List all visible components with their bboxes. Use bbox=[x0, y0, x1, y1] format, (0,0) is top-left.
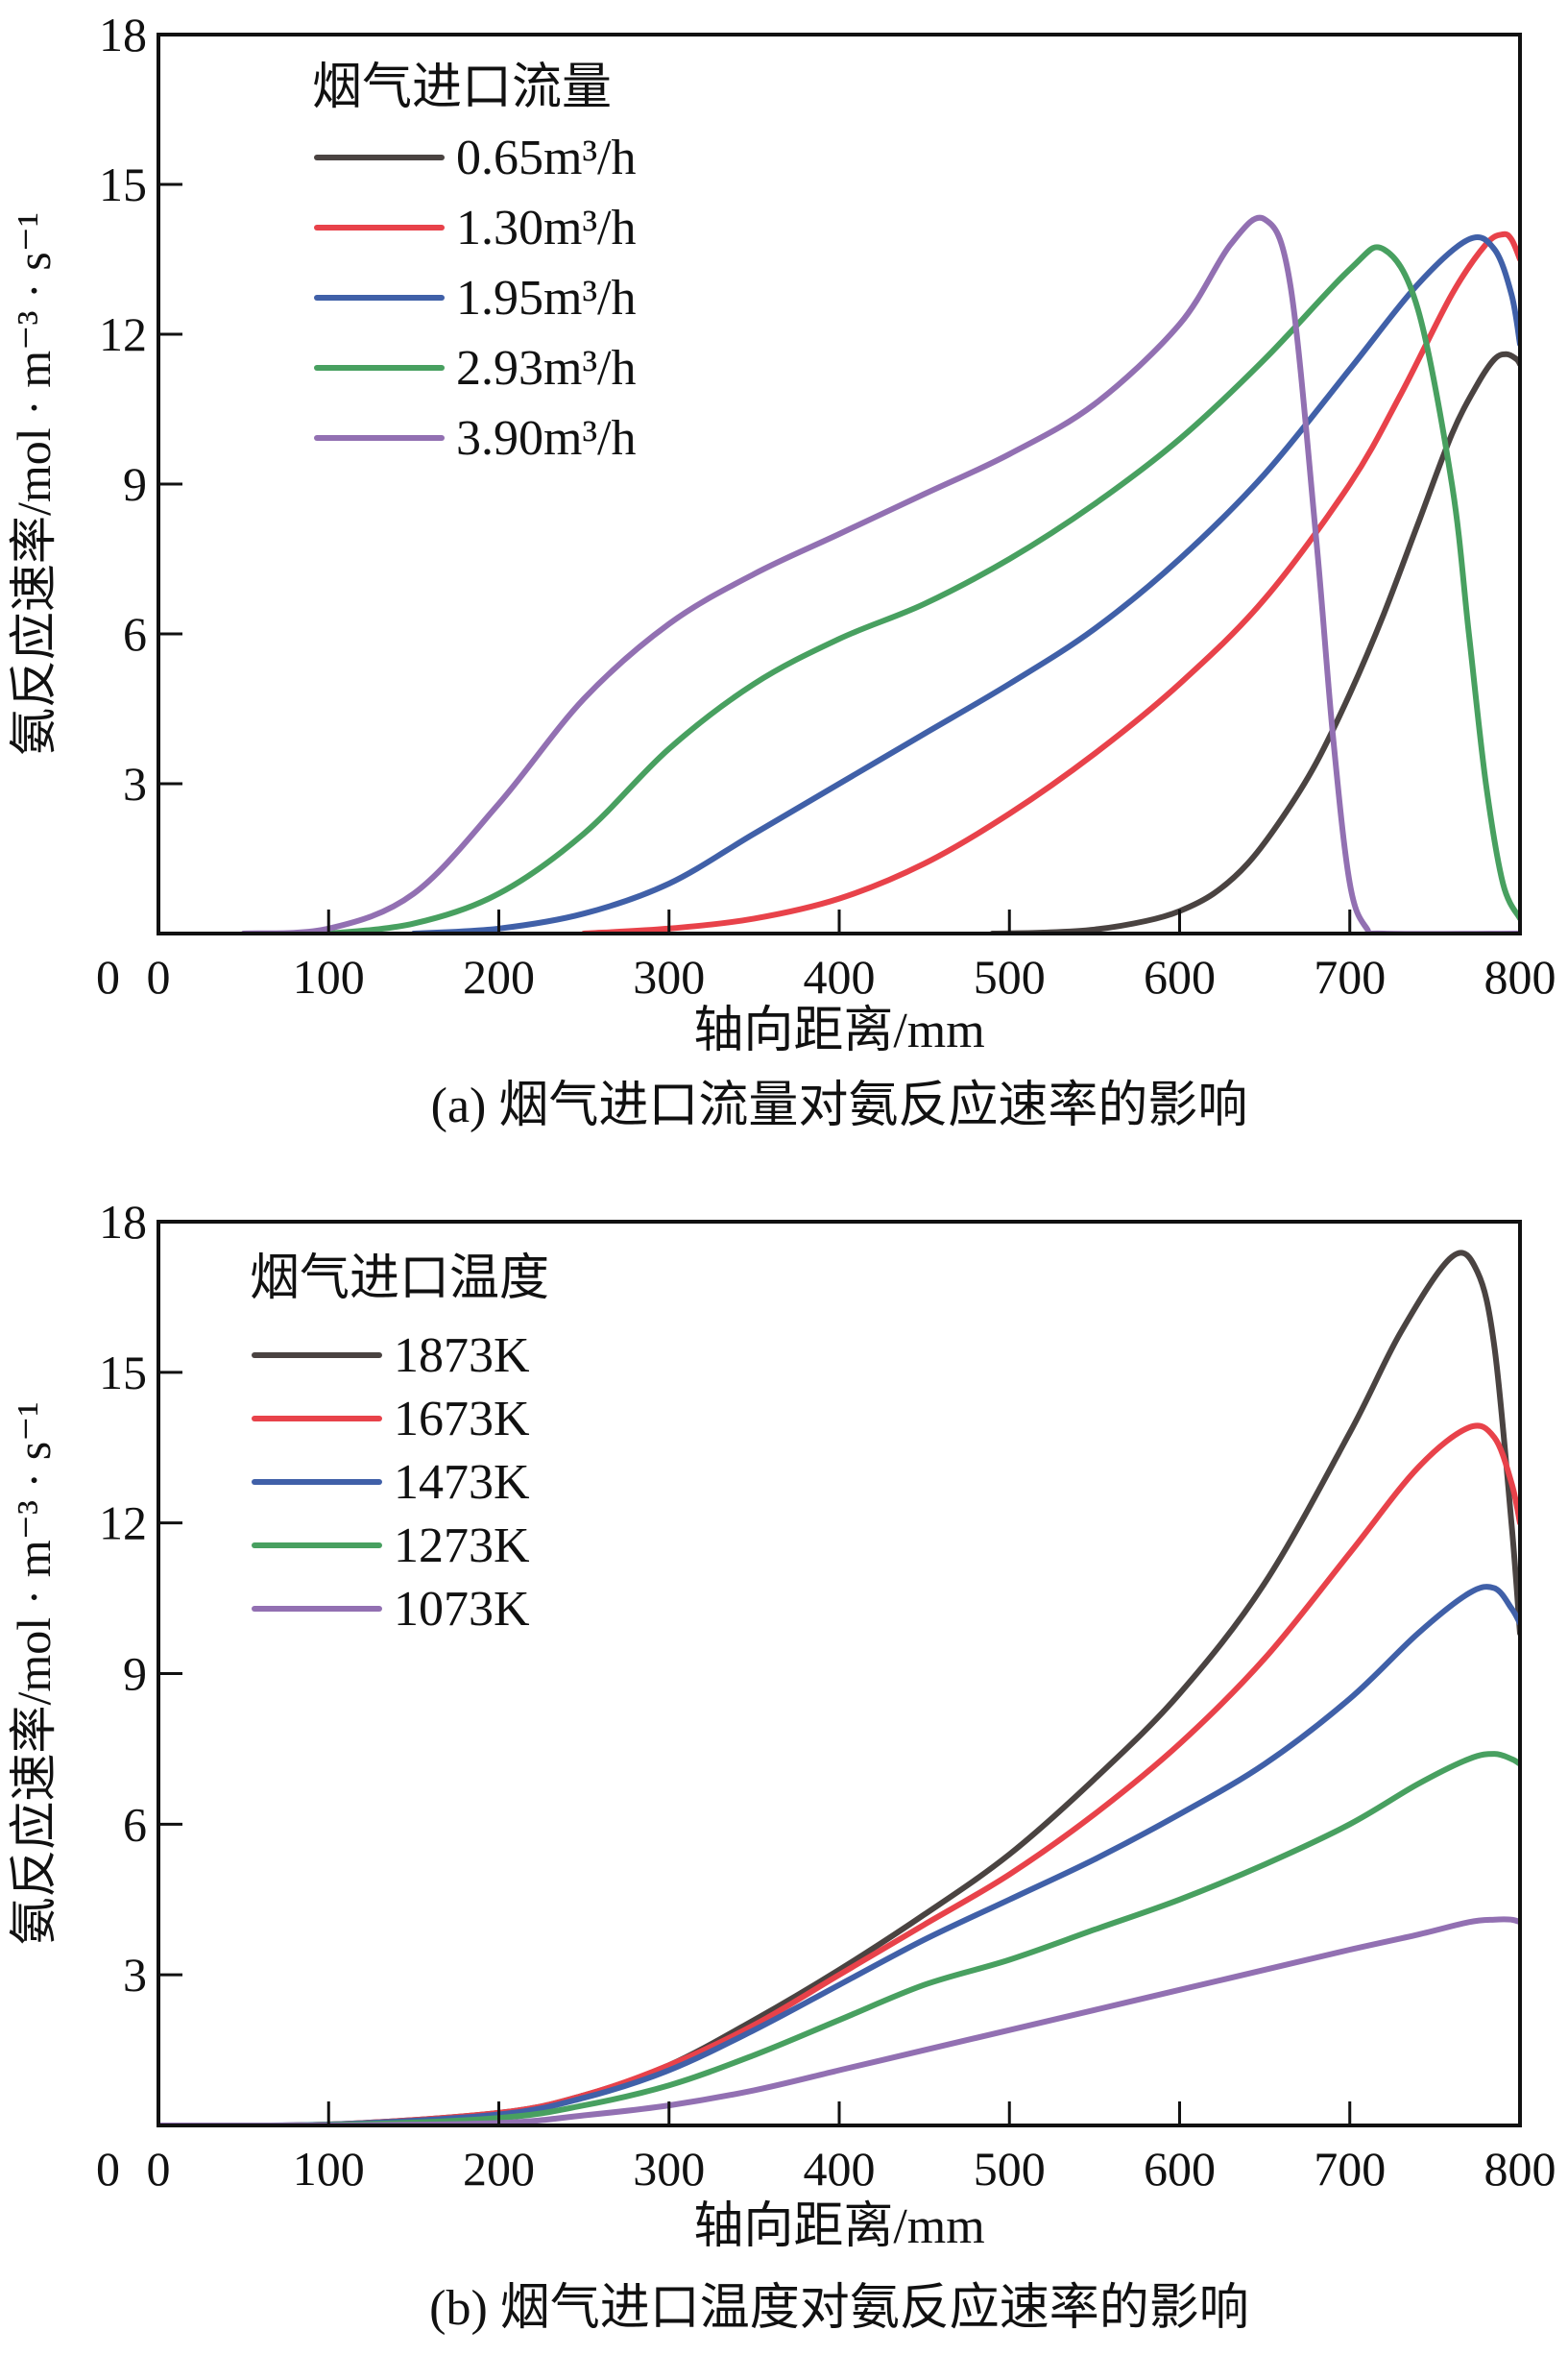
legend: 烟气进口流量 0.65m³/h 1.30m³/h 1.95m³/h 2.93m³/h 3.… bbox=[312, 61, 636, 466]
panel-b: 0 100 200 300 400 500 600 700 800 3 6 9 12 15 18 0 轴向距离/… bbox=[7, 1195, 1556, 2336]
x-tick-label: 100 bbox=[293, 950, 365, 1004]
legend-label: 1673K bbox=[394, 1392, 530, 1446]
legend-label: 1273K bbox=[394, 1518, 530, 1573]
y-tick-label: 18 bbox=[99, 1195, 147, 1249]
series-line-3 bbox=[326, 244, 1520, 934]
x-tick-label: 0 bbox=[147, 950, 171, 1004]
series-line-4 bbox=[240, 214, 1520, 934]
x-tick-label: 500 bbox=[974, 2142, 1046, 2196]
series-line-2 bbox=[158, 1584, 1520, 2125]
legend-title: 烟气进口流量 bbox=[312, 61, 612, 115]
x-tick-label: 400 bbox=[804, 950, 876, 1004]
legend-label: 1.95m³/h bbox=[456, 271, 636, 326]
y-tick-label-zero: 0 bbox=[96, 950, 120, 1004]
series-group bbox=[240, 214, 1520, 934]
x-tick-label: 300 bbox=[633, 950, 705, 1004]
x-tick-label: 800 bbox=[1484, 950, 1556, 1004]
y-tick-label: 3 bbox=[123, 1948, 147, 2002]
legend-item: 0.65m³/h bbox=[314, 131, 636, 185]
x-tick-label: 800 bbox=[1484, 2142, 1556, 2196]
legend-item: 2.93m³/h bbox=[314, 341, 636, 396]
series-line-0 bbox=[158, 1250, 1520, 2125]
series-line-1 bbox=[581, 231, 1520, 934]
x-tick-label: 0 bbox=[147, 2142, 171, 2196]
legend-title: 烟气进口温度 bbox=[250, 1251, 549, 1306]
panel-caption: (a) 烟气进口流量对氨反应速率的影响 bbox=[431, 1079, 1248, 1133]
legend-item: 1.30m³/h bbox=[314, 201, 636, 255]
legend-item: 1073K bbox=[252, 1582, 530, 1637]
x-tick-label: 100 bbox=[293, 2142, 365, 2196]
legend-item: 1873K bbox=[252, 1328, 530, 1383]
legend-item: 1673K bbox=[252, 1392, 530, 1446]
y-tick-label: 12 bbox=[99, 1496, 147, 1550]
legend-label: 1473K bbox=[394, 1455, 530, 1510]
plot-frame bbox=[157, 33, 1522, 935]
series-line-0 bbox=[989, 351, 1520, 934]
y-tick-label: 15 bbox=[99, 158, 147, 211]
legend-item: 1273K bbox=[252, 1518, 530, 1573]
legend: 烟气进口温度 1873K 1673K 1473K 1273K 1073K bbox=[250, 1251, 549, 1637]
y-tick-label-zero: 0 bbox=[96, 2142, 120, 2196]
y-tick-label: 3 bbox=[123, 757, 147, 811]
x-tick-label: 600 bbox=[1144, 2142, 1216, 2196]
legend-label: 2.93m³/h bbox=[456, 341, 636, 396]
legend-label: 1.30m³/h bbox=[456, 201, 636, 255]
y-tick-label: 6 bbox=[123, 607, 147, 661]
y-tick-label: 12 bbox=[99, 307, 147, 361]
x-tick-label: 600 bbox=[1144, 950, 1216, 1004]
x-tick-label: 200 bbox=[463, 2142, 535, 2196]
series-line-2 bbox=[410, 233, 1520, 934]
x-tick-label: 400 bbox=[804, 2142, 876, 2196]
x-axis-label: 轴向距离/mm bbox=[693, 1004, 984, 1058]
x-tick-label: 700 bbox=[1314, 950, 1386, 1004]
series-group bbox=[158, 1250, 1520, 2125]
x-tick-label: 300 bbox=[633, 2142, 705, 2196]
panel-a: 0 100 200 300 400 500 600 700 800 3 6 9 12 15 18 0 轴向距离/… bbox=[7, 8, 1556, 1133]
x-tick-label: 200 bbox=[463, 950, 535, 1004]
series-line-4 bbox=[158, 1916, 1520, 2125]
x-tick-label: 500 bbox=[974, 950, 1046, 1004]
series-line-3 bbox=[158, 1751, 1520, 2125]
y-axis-label: 氨反应速率/mol · m⁻³ · s⁻¹ bbox=[7, 1401, 60, 1945]
legend-item: 3.90m³/h bbox=[314, 411, 636, 466]
y-tick-label: 9 bbox=[123, 1647, 147, 1701]
x-axis-label: 轴向距离/mm bbox=[693, 2199, 984, 2254]
legend-label: 0.65m³/h bbox=[456, 131, 636, 185]
y-tick-label: 18 bbox=[99, 8, 147, 61]
y-tick-label: 6 bbox=[123, 1797, 147, 1851]
y-axis-label: 氨反应速率/mol · m⁻³ · s⁻¹ bbox=[7, 212, 60, 756]
legend-item: 1473K bbox=[252, 1455, 530, 1510]
legend-label: 3.90m³/h bbox=[456, 411, 636, 466]
legend-item: 1.95m³/h bbox=[314, 271, 636, 326]
panel-caption: (b) 烟气进口温度对氨反应速率的影响 bbox=[429, 2281, 1249, 2336]
legend-label: 1073K bbox=[394, 1582, 530, 1637]
legend-label: 1873K bbox=[394, 1328, 530, 1383]
y-tick-label: 9 bbox=[123, 457, 147, 511]
x-tick-label: 700 bbox=[1314, 2142, 1386, 2196]
y-tick-label: 15 bbox=[99, 1346, 147, 1399]
